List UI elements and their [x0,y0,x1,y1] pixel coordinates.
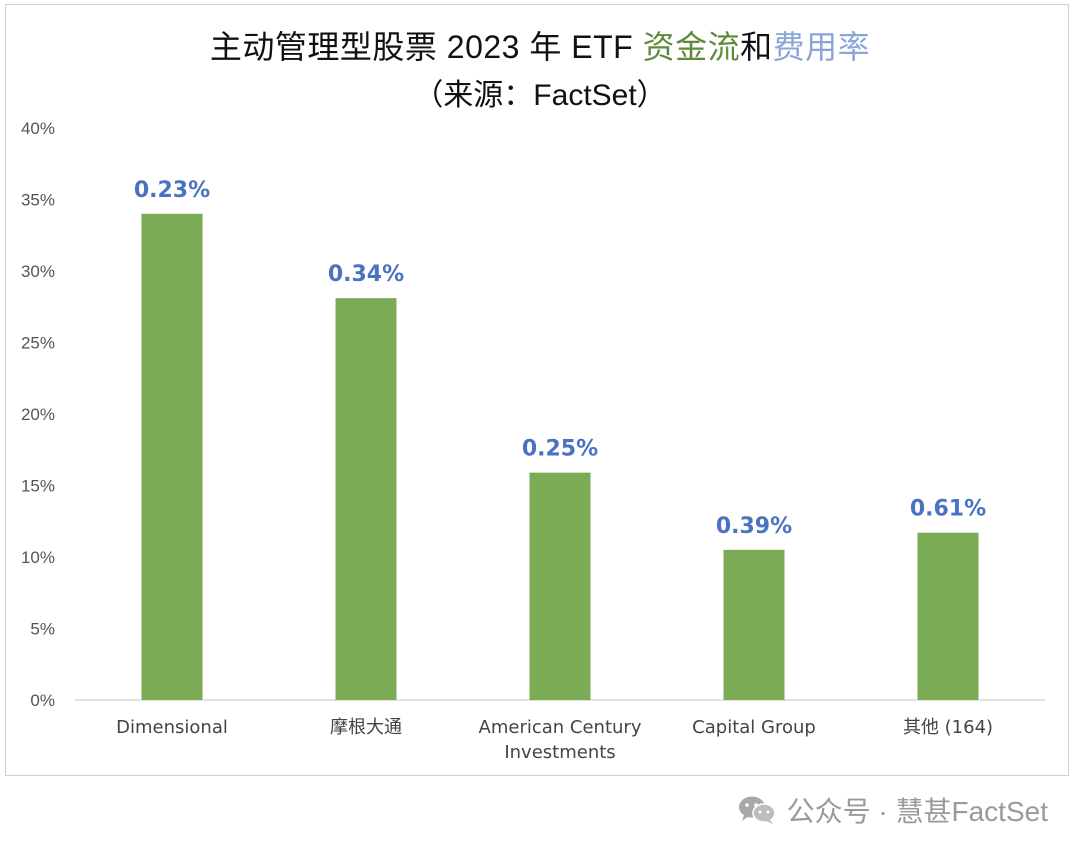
bar [917,532,979,700]
x-tick-label: Dimensional [116,717,228,738]
bar-chart: 0% 5% 10% 15% 20% 25% 30% 35% 40% 0.23% Dimensiona… [21,119,1045,763]
data-label: 0.25% [522,437,598,462]
data-label: 0.23% [134,178,210,203]
chart-subtitle: （来源：FactSet） [413,79,667,112]
y-tick-label: 15% [21,477,55,496]
title-fee-word: 费用率 [772,29,871,65]
bar [723,549,785,700]
y-tick-label: 40% [21,119,55,138]
data-label: 0.39% [716,514,792,539]
y-tick-label: 25% [21,334,55,353]
data-label: 0.61% [910,497,986,522]
bar [529,472,591,700]
x-tick-label: 其他 (164) [903,717,993,738]
y-tick-label: 5% [30,620,55,639]
y-tick-label: 30% [21,262,55,281]
y-tick-label: 20% [21,405,55,424]
chart-title: 主动管理型股票 2023 年 ETF 资金流和费用率 [0,22,1080,68]
x-tick-label: American Century [479,717,642,738]
wechat-icon [738,796,776,824]
y-tick-label: 10% [21,548,55,567]
data-label: 0.34% [328,262,404,287]
bar [141,213,203,701]
title-prefix: 主动管理型股票 2023 年 ETF [209,29,643,65]
x-tick-label: Capital Group [692,717,816,738]
x-tick-label: 摩根大通 [330,717,402,738]
bar [335,298,397,700]
title-flow-word: 资金流 [642,29,741,65]
x-tick-label: Investments [504,742,615,763]
title-and-word: 和 [740,29,773,65]
watermark: 公众号 · 慧甚FactSet [737,790,1048,830]
y-tick-label: 0% [30,691,55,710]
watermark-text: 公众号 · 慧甚FactSet [786,796,1048,827]
y-tick-label: 35% [21,191,55,210]
